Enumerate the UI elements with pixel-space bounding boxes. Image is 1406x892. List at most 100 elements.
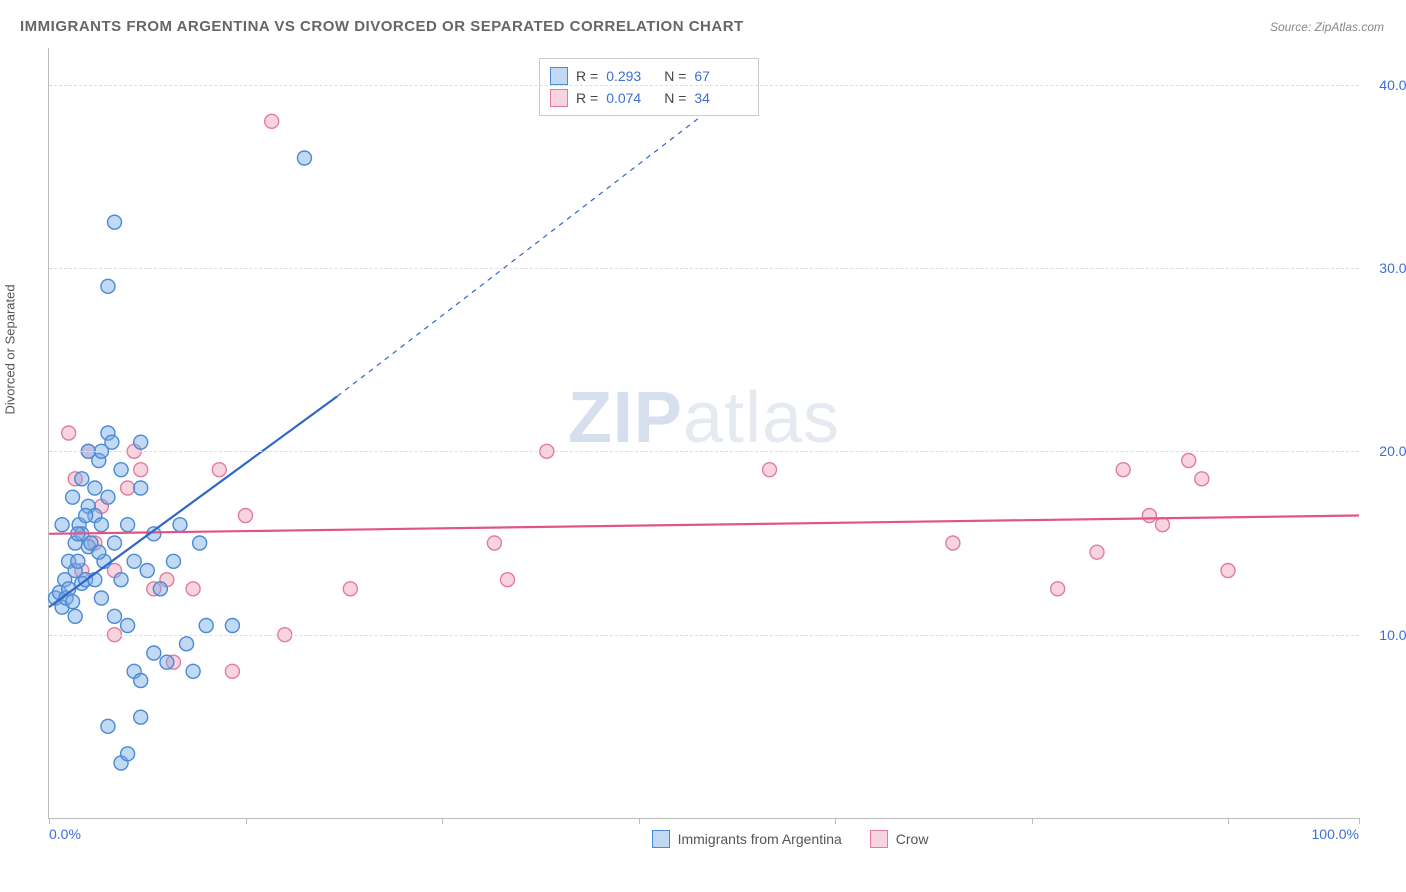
- data-point: [173, 518, 187, 532]
- source-attribution: Source: ZipAtlas.com: [1270, 20, 1384, 34]
- data-point: [62, 426, 76, 440]
- data-point: [763, 463, 777, 477]
- data-point: [946, 536, 960, 550]
- data-point: [105, 435, 119, 449]
- data-point: [1142, 509, 1156, 523]
- series-name-1: Crow: [896, 831, 929, 847]
- series-legend-item-1: Crow: [870, 830, 929, 848]
- legend-swatch-0: [550, 67, 568, 85]
- data-point: [134, 435, 148, 449]
- n-label-1: N =: [664, 87, 686, 109]
- data-point: [121, 619, 135, 633]
- legend-swatch-1: [550, 89, 568, 107]
- data-point: [225, 664, 239, 678]
- data-point: [68, 609, 82, 623]
- x-tick: [1032, 818, 1033, 824]
- x-tick: [1228, 818, 1229, 824]
- data-point: [265, 114, 279, 128]
- legend-row-series-1: R = 0.074 N = 34: [550, 87, 744, 109]
- data-point: [108, 609, 122, 623]
- data-point: [239, 509, 253, 523]
- data-point: [121, 518, 135, 532]
- data-point: [79, 509, 93, 523]
- data-point: [1090, 545, 1104, 559]
- data-point: [297, 151, 311, 165]
- y-tick-label: 20.0%: [1369, 443, 1406, 459]
- data-point: [147, 646, 161, 660]
- data-point: [134, 463, 148, 477]
- scatter-svg: [49, 48, 1359, 818]
- r-label-1: R =: [576, 87, 598, 109]
- series-swatch-1: [870, 830, 888, 848]
- x-tick: [835, 818, 836, 824]
- series-name-0: Immigrants from Argentina: [678, 831, 842, 847]
- data-point: [134, 710, 148, 724]
- data-point: [186, 582, 200, 596]
- data-point: [101, 490, 115, 504]
- x-tick: [442, 818, 443, 824]
- data-point: [66, 595, 80, 609]
- gridline-h: [49, 451, 1359, 452]
- data-point: [55, 518, 69, 532]
- data-point: [1195, 472, 1209, 486]
- data-point: [1182, 454, 1196, 468]
- data-point: [121, 747, 135, 761]
- gridline-h: [49, 268, 1359, 269]
- data-point: [134, 674, 148, 688]
- x-tick: [246, 818, 247, 824]
- data-point: [1051, 582, 1065, 596]
- data-point: [75, 472, 89, 486]
- data-point: [121, 481, 135, 495]
- data-point: [225, 619, 239, 633]
- y-tick-label: 30.0%: [1369, 260, 1406, 276]
- data-point: [101, 719, 115, 733]
- data-point: [94, 591, 108, 605]
- data-point: [71, 554, 85, 568]
- data-point: [92, 545, 106, 559]
- data-point: [108, 215, 122, 229]
- data-point: [134, 481, 148, 495]
- gridline-h: [49, 635, 1359, 636]
- data-point: [66, 490, 80, 504]
- series-swatch-0: [652, 830, 670, 848]
- data-point: [114, 573, 128, 587]
- data-point: [108, 536, 122, 550]
- series-legend-item-0: Immigrants from Argentina: [652, 830, 842, 848]
- data-point: [193, 536, 207, 550]
- data-point: [487, 536, 501, 550]
- data-point: [1221, 564, 1235, 578]
- x-tick: [1359, 818, 1360, 824]
- r-value-1: 0.074: [606, 87, 656, 109]
- data-point: [160, 655, 174, 669]
- n-value-1: 34: [694, 87, 744, 109]
- data-point: [94, 518, 108, 532]
- data-point: [501, 573, 515, 587]
- data-point: [1116, 463, 1130, 477]
- gridline-h: [49, 85, 1359, 86]
- x-tick: [639, 818, 640, 824]
- x-tick-label-max: 100.0%: [1312, 826, 1359, 842]
- trend-line-argentina-dashed: [337, 94, 730, 397]
- data-point: [101, 279, 115, 293]
- data-point: [343, 582, 357, 596]
- data-point: [114, 463, 128, 477]
- data-point: [153, 582, 167, 596]
- y-tick-label: 40.0%: [1369, 77, 1406, 93]
- chart-title: IMMIGRANTS FROM ARGENTINA VS CROW DIVORC…: [20, 18, 744, 35]
- data-point: [199, 619, 213, 633]
- y-axis-label: Divorced or Separated: [3, 284, 18, 414]
- y-tick-label: 10.0%: [1369, 627, 1406, 643]
- data-point: [140, 564, 154, 578]
- chart-plot-area: ZIPatlas R = 0.293 N = 67 R = 0.074 N = …: [48, 48, 1359, 819]
- data-point: [186, 664, 200, 678]
- data-point: [166, 554, 180, 568]
- data-point: [1156, 518, 1170, 532]
- data-point: [88, 481, 102, 495]
- x-tick-label-min: 0.0%: [49, 826, 81, 842]
- data-point: [127, 554, 141, 568]
- data-point: [212, 463, 226, 477]
- data-point: [180, 637, 194, 651]
- x-tick: [49, 818, 50, 824]
- series-legend: Immigrants from Argentina Crow: [652, 830, 929, 848]
- correlation-legend: R = 0.293 N = 67 R = 0.074 N = 34: [539, 58, 759, 116]
